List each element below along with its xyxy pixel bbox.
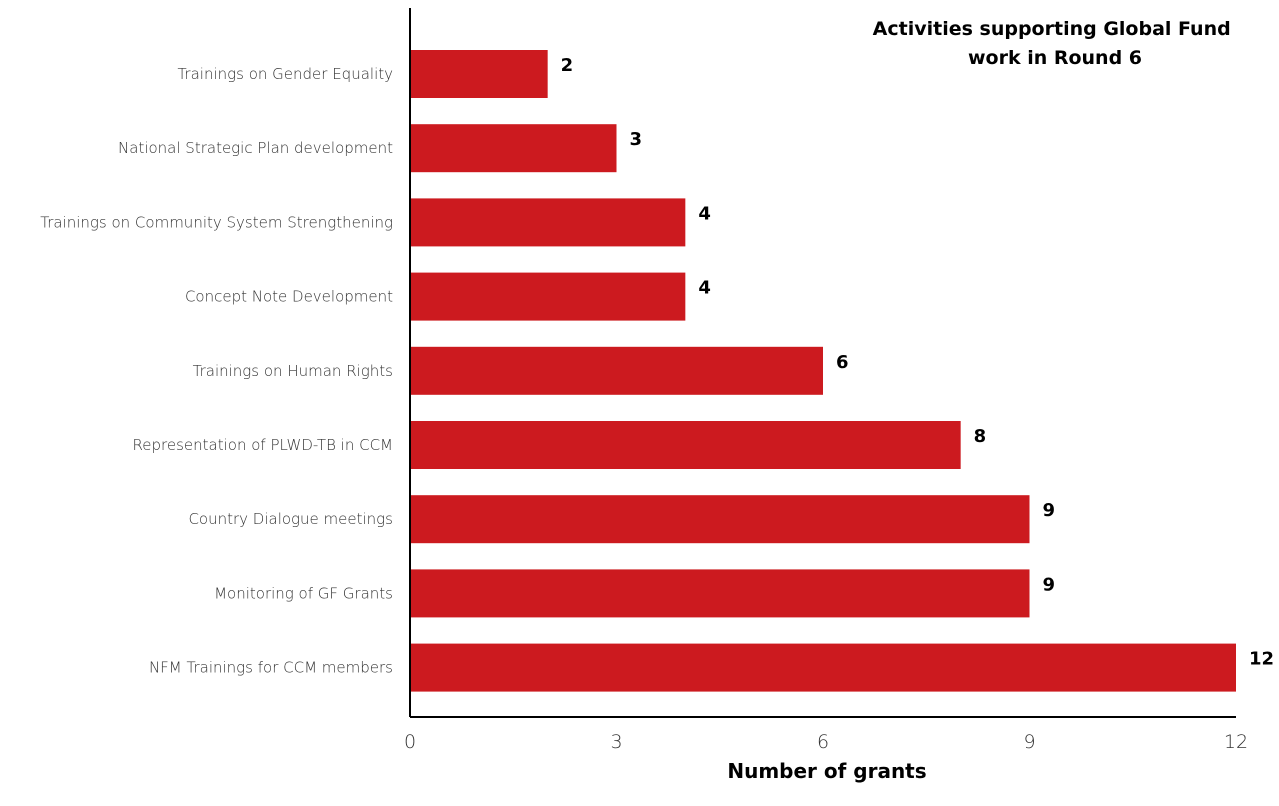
chart-title: Activities supporting Global Fund work i…	[873, 18, 1238, 69]
x-tick-label: 9	[1023, 731, 1035, 753]
value-label: 9	[1043, 500, 1056, 521]
bar-3	[410, 198, 686, 247]
value-labels: 2 3 4 4 6 8 9 9 12	[561, 55, 1274, 670]
x-tick-label: 12	[1224, 731, 1248, 753]
value-label: 12	[1249, 649, 1274, 670]
value-label: 3	[630, 129, 643, 150]
category-label: Concept Note Development	[185, 288, 393, 306]
value-label: 4	[698, 278, 711, 299]
category-label: Trainings on Gender Equality	[177, 65, 393, 83]
x-tick-label: 0	[404, 731, 416, 753]
category-label: Trainings on Human Rights	[193, 362, 393, 380]
value-label: 9	[1043, 574, 1056, 595]
bars	[410, 50, 1236, 692]
category-label: National Strategic Plan development	[118, 139, 393, 157]
chart-title-line-2: work in Round 6	[968, 47, 1142, 69]
bar-7	[410, 495, 1030, 544]
chart-title-line-1: Activities supporting Global Fund	[873, 18, 1231, 40]
bar-4	[410, 272, 686, 321]
bar-8	[410, 569, 1030, 618]
category-label: Representation of PLWD-TB in CCM	[133, 436, 393, 454]
bar-6	[410, 421, 961, 469]
value-label: 2	[561, 55, 574, 76]
x-tick-label: 6	[817, 731, 829, 753]
bar-9	[410, 643, 1236, 692]
category-label: Trainings on Community System Strengthen…	[40, 213, 393, 231]
category-label: Monitoring of GF Grants	[214, 584, 393, 602]
value-label: 4	[698, 203, 711, 224]
bar-1	[410, 50, 548, 98]
x-axis-title: Number of grants	[727, 759, 926, 783]
value-label: 8	[974, 426, 987, 447]
category-label: NFM Trainings for CCM members	[149, 659, 393, 677]
value-label: 6	[836, 352, 849, 373]
bar-5	[410, 346, 823, 395]
x-tick-labels: 0 3 6 9 12	[404, 731, 1248, 753]
bar-2	[410, 124, 617, 173]
x-tick-label: 3	[610, 731, 622, 753]
category-labels: Trainings on Gender Equality National Str…	[40, 65, 393, 677]
category-label: Country Dialogue meetings	[188, 510, 393, 528]
